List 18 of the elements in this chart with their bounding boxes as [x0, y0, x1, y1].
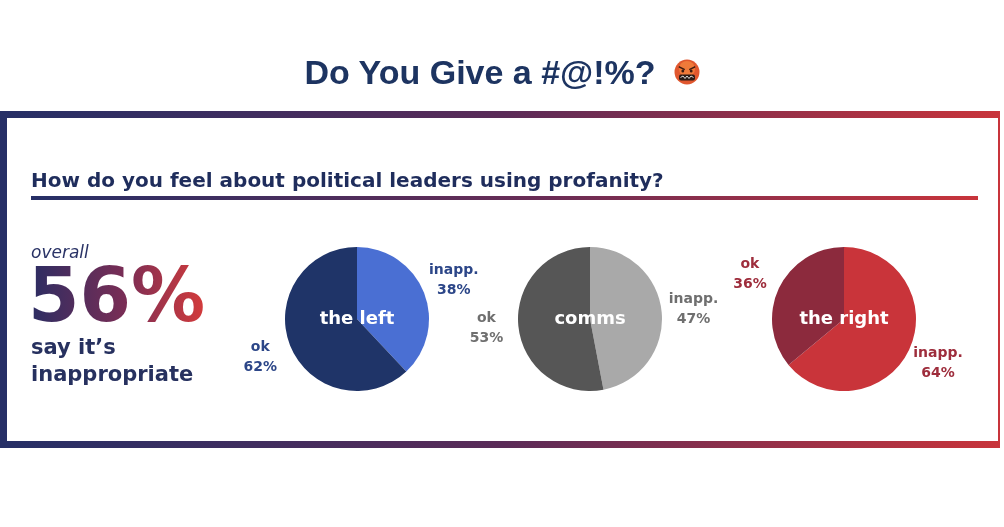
- data-label: 62%: [243, 357, 278, 374]
- slice-label: inapp.: [668, 289, 719, 306]
- text: How do you feel about political leaders using profanity?: [31, 167, 664, 193]
- data-label: 47%: [676, 309, 711, 326]
- slice-label: inapp.: [913, 343, 963, 360]
- slice-label: ok: [476, 309, 497, 326]
- text: say it’s inappropriate: [31, 334, 195, 388]
- text: comms: [554, 306, 626, 328]
- slice-label: inapp.: [428, 261, 479, 278]
- data-label: 64%: [921, 363, 955, 380]
- text: Do You Give a #@!%?: [304, 52, 656, 92]
- data-label: 36%: [733, 275, 767, 292]
- data-label: 53%: [469, 329, 504, 346]
- slice-label: ok: [740, 255, 761, 272]
- text: the right: [799, 306, 890, 328]
- slice-label: ok: [250, 337, 271, 354]
- text: the left: [319, 306, 395, 328]
- data-label: 38%: [436, 281, 471, 298]
